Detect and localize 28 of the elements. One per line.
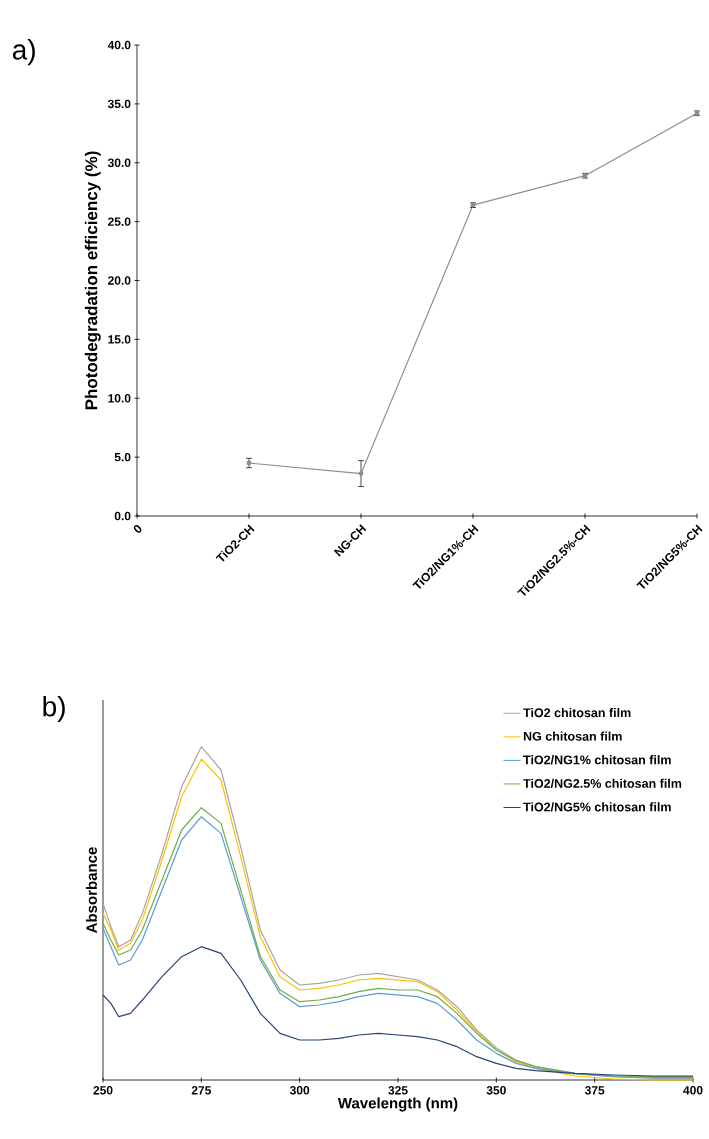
y-tick-label: 10.0 (108, 394, 131, 403)
point (358, 471, 364, 477)
chart-title: a) (12, 39, 35, 66)
x-axis-title: Wavelength (nm) (337, 1097, 458, 1112)
y-tick-label: 20.0 (108, 276, 131, 285)
x-tick-label: 400 (683, 1086, 703, 1095)
legend-label: NG chitosan film (523, 731, 622, 741)
x-tick-label: 250 (93, 1086, 113, 1095)
x-tick-label: 375 (584, 1086, 605, 1095)
x-tick-label: 300 (289, 1086, 310, 1095)
y-tick-label: 30.0 (107, 158, 131, 168)
y-tick-label: 25.0 (108, 217, 131, 226)
x-tick-label: 275 (191, 1086, 211, 1095)
x-tick-label: 350 (486, 1086, 506, 1095)
y-tick-label: 35.0 (107, 99, 131, 109)
x-tick-label: 0 (133, 525, 142, 533)
legend-label: TiO2/NG1% chitosan film (523, 755, 671, 765)
legend-label: TiO2/NG5% chitosan film (523, 802, 671, 812)
y-tick-label: 0.0 (114, 511, 131, 521)
y-tick-label: 5.0 (114, 452, 131, 462)
legend-label: TiO2/NG2.5% chitosan film (523, 778, 682, 788)
chart-title: b) (43, 695, 65, 723)
y-tick-label: 40.0 (107, 40, 131, 50)
y-axis-title: Absorbance (85, 847, 97, 933)
legend-label: TiO2 chitosan film (523, 708, 631, 718)
y-axis-title: Photodegradation efficiency (%) (84, 151, 101, 410)
y-tick-label: 15.0 (108, 335, 131, 344)
x-tick-label: 325 (388, 1086, 408, 1095)
